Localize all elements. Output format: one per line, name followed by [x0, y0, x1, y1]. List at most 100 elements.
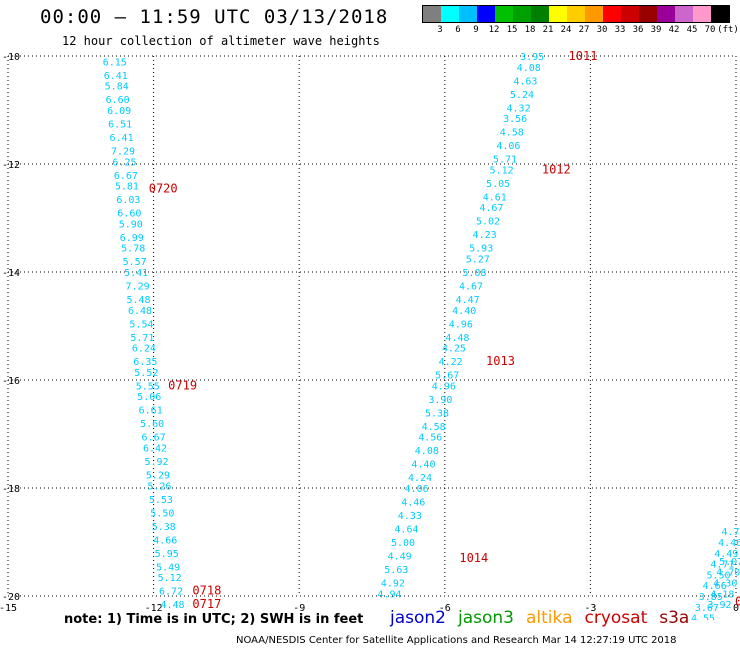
legend-label: 70	[704, 25, 716, 35]
wave-height-value: 5.84	[105, 82, 129, 93]
legend-swatch	[567, 6, 585, 22]
wave-height-value: 4.48	[445, 333, 469, 344]
y-tick-label: -12	[2, 160, 20, 171]
wave-height-value: 5.81	[115, 182, 139, 193]
wave-height-value: 5.95	[155, 549, 179, 560]
wave-height-value: 6.51	[108, 120, 132, 131]
chart-title: 00:00 – 11:59 UTC 03/13/2018	[40, 6, 389, 28]
legend-swatch	[657, 6, 675, 22]
wave-height-value: 3.92	[707, 600, 731, 611]
wave-height-value: 4.18	[710, 589, 734, 600]
wave-height-value: 4.94	[377, 589, 401, 600]
legend-label: 42	[668, 25, 680, 35]
time-label: 1012	[542, 162, 571, 176]
legend-label: 39	[650, 25, 662, 35]
wave-height-value: 6.61	[139, 406, 163, 417]
wave-height-value: 6.48	[128, 306, 152, 317]
wave-height-value: 5.29	[146, 471, 170, 482]
legend-swatch	[549, 6, 567, 22]
wave-height-value: 6.42	[143, 444, 167, 455]
satellite-legend: jason2 jason3 altika cryosat s3a	[390, 608, 701, 628]
time-label: 0720	[149, 181, 178, 195]
wave-height-value: 5.26	[147, 481, 171, 492]
wave-height-value: 5.50	[706, 570, 730, 581]
wave-height-value: 3.85	[699, 592, 723, 603]
satellite-label-altika: altika	[526, 608, 573, 628]
wave-height-value: 4.58	[422, 422, 446, 433]
wave-height-value: 4.66	[703, 581, 727, 592]
satellite-label-cryosat: cryosat	[584, 608, 648, 628]
x-tick-label: -9	[293, 603, 305, 614]
wave-height-value: 5.05	[486, 179, 510, 190]
wave-height-value: 4.46	[718, 538, 740, 549]
legend-swatch	[477, 6, 495, 22]
legend-label: 30	[596, 25, 608, 35]
legend-swatch	[621, 6, 639, 22]
wave-height-value: 5.78	[121, 244, 145, 255]
x-tick-label: 0	[733, 603, 739, 614]
satellite-label-jason3: jason3	[458, 608, 514, 628]
time-label: 0718	[192, 584, 221, 598]
wave-height-value: 4.30	[713, 579, 737, 590]
chart-subtitle: 12 hour collection of altimeter wave hei…	[62, 34, 380, 48]
wave-height-value: 6.67	[142, 433, 166, 444]
legend-label: 21	[542, 25, 554, 35]
satellite-label-jason2: jason2	[390, 608, 446, 628]
wave-height-value: 4.63	[513, 76, 537, 87]
wave-height-value: 5.90	[119, 219, 143, 230]
wave-height-value: 4.22	[439, 357, 463, 368]
wave-height-value: 4.96	[432, 381, 456, 392]
y-tick-label: -20	[2, 592, 20, 603]
wave-height-value: 6.41	[104, 71, 128, 82]
wave-height-value: 4.55	[691, 614, 715, 620]
wave-height-value: 6.09	[107, 106, 131, 117]
wave-height-value: 4.92	[381, 579, 405, 590]
legend-swatch	[441, 6, 459, 22]
wave-height-value: 6.35	[133, 357, 157, 368]
wave-height-value: 4.06	[405, 484, 429, 495]
color-scale-legend: 3 6 9 12 15 18 21 24 27 30 33 36 39 42 45 70 (ft)	[422, 5, 739, 37]
wave-height-value: 3.56	[503, 114, 527, 125]
wave-height-value: 5.71	[130, 333, 154, 344]
time-label: 1011	[569, 50, 598, 63]
time-label: 1014	[459, 551, 488, 565]
wave-height-value: 4.66	[153, 535, 177, 546]
wave-height-value: 7.29	[126, 282, 150, 293]
wave-height-value: 5.06	[137, 392, 161, 403]
wave-height-value: 5.55	[136, 381, 160, 392]
legend-swatches	[422, 5, 730, 23]
legend-swatch	[531, 6, 549, 22]
wave-height-value: 5.54	[129, 319, 153, 330]
wave-height-value: 5.48	[127, 295, 151, 306]
x-tick-label: -3	[584, 603, 596, 614]
legend-swatch	[459, 6, 477, 22]
wave-height-value: 4.67	[479, 203, 503, 214]
y-tick-label: -10	[2, 52, 20, 63]
x-tick-label: -6	[439, 603, 451, 614]
legend-swatch	[693, 6, 711, 22]
y-tick-label: -14	[2, 268, 20, 279]
wave-height-value: 6.72	[159, 587, 183, 598]
wave-height-value: 3.95	[520, 52, 544, 63]
legend-swatch	[513, 6, 531, 22]
time-label: 1013	[486, 354, 515, 368]
wave-height-value: 5.12	[158, 573, 182, 584]
wave-height-value: 5.41	[124, 268, 148, 279]
wave-height-value: 4.58	[500, 128, 524, 139]
wave-height-value: 4.49	[714, 549, 738, 560]
wave-height-value: 6.24	[132, 344, 156, 355]
x-tick-label: -12	[145, 603, 163, 614]
plot-area: -15 -12 -9 -6 -3 0-10-12-14-16-18-206.156.415…	[0, 50, 740, 620]
wave-height-value: 4.08	[415, 446, 439, 457]
wave-height-value: 5.24	[510, 90, 534, 101]
wave-height-value: 4.23	[473, 230, 497, 241]
y-tick-label: -16	[2, 376, 20, 387]
legend-label: 9	[473, 25, 479, 35]
time-label: 0605	[735, 594, 740, 608]
wave-height-value: 4.56	[418, 433, 442, 444]
wave-height-value: 5.67	[435, 371, 459, 382]
time-label: 0719	[168, 378, 197, 392]
wave-height-value: 4.46	[401, 498, 425, 509]
wave-height-value: 7.29	[111, 147, 135, 158]
wave-height-value: 4.61	[483, 192, 507, 203]
